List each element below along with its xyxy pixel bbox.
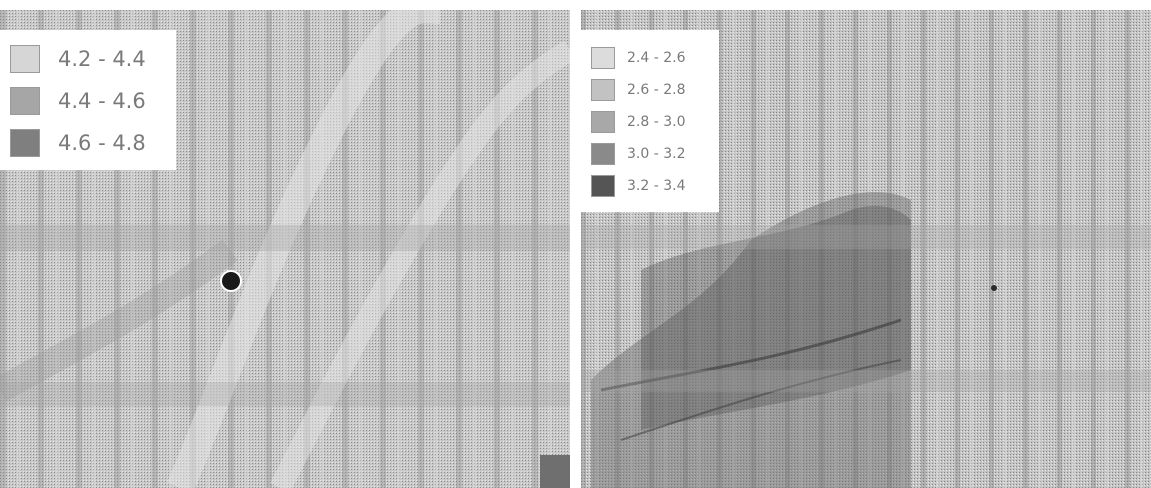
legend-item: 3.2 - 3.4 — [591, 170, 719, 202]
legend-label: 2.4 - 2.6 — [627, 50, 686, 66]
legend-swatch — [10, 45, 40, 73]
legend-swatch — [591, 143, 615, 165]
legend-label: 2.6 - 2.8 — [627, 82, 686, 98]
legend-swatch — [10, 129, 40, 157]
map-panel-left[interactable]: 4.2 - 4.4 4.4 - 4.6 4.6 - 4.8 — [0, 10, 570, 488]
legend-swatch — [591, 47, 615, 69]
legend-left: 4.2 - 4.4 4.4 - 4.6 4.6 - 4.8 — [0, 30, 176, 170]
legend-swatch — [591, 175, 615, 197]
legend-label: 4.4 - 4.6 — [58, 89, 146, 113]
legend-item: 4.2 - 4.4 — [10, 38, 176, 80]
location-marker-right[interactable] — [991, 285, 997, 291]
legend-label: 3.0 - 3.2 — [627, 146, 686, 162]
legend-label: 2.8 - 3.0 — [627, 114, 686, 130]
legend-item: 4.6 - 4.8 — [10, 122, 176, 164]
legend-item: 4.4 - 4.6 — [10, 80, 176, 122]
map-panel-right[interactable]: 2.4 - 2.6 2.6 - 2.8 2.8 - 3.0 3.0 - 3.2 … — [581, 10, 1151, 488]
legend-right: 2.4 - 2.6 2.6 - 2.8 2.8 - 3.0 3.0 - 3.2 … — [581, 30, 719, 212]
legend-label: 4.6 - 4.8 — [58, 131, 146, 155]
legend-swatch — [591, 79, 615, 101]
legend-swatch — [10, 87, 40, 115]
legend-label: 3.2 - 3.4 — [627, 178, 686, 194]
legend-label: 4.2 - 4.4 — [58, 47, 146, 71]
legend-item: 2.4 - 2.6 — [591, 42, 719, 74]
legend-item: 2.6 - 2.8 — [591, 74, 719, 106]
legend-item: 2.8 - 3.0 — [591, 106, 719, 138]
legend-swatch — [591, 111, 615, 133]
legend-item: 3.0 - 3.2 — [591, 138, 719, 170]
location-marker-left[interactable] — [222, 272, 240, 290]
